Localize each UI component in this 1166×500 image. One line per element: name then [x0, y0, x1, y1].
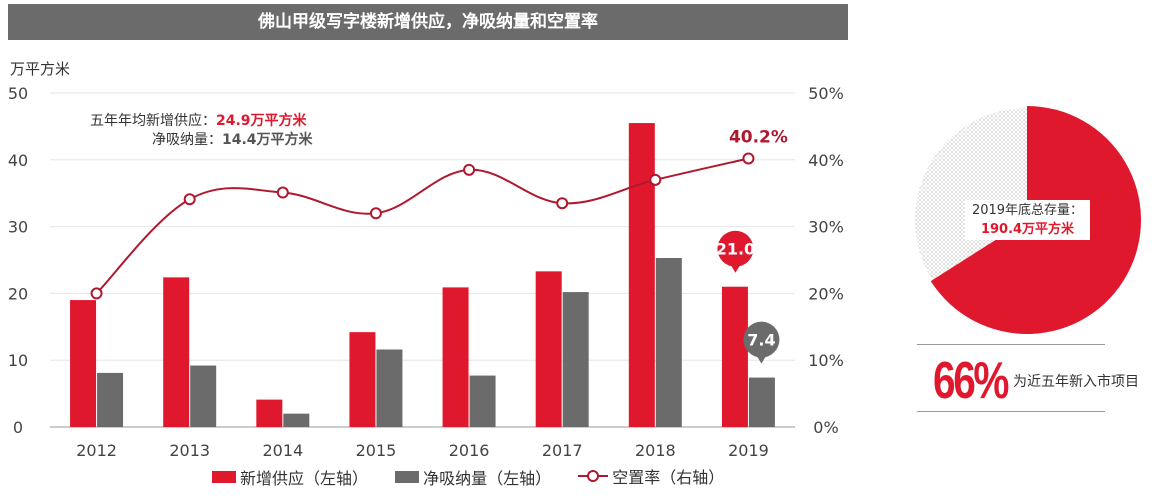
callout-value: 21.0 [716, 240, 755, 259]
x-tick-label: 2012 [76, 441, 117, 460]
absorption-bar [97, 372, 124, 427]
left-tick-label: 30 [8, 218, 28, 237]
legend-vacancy-label: 空置率（右轴） [612, 468, 725, 487]
callout-pointer [755, 353, 768, 364]
avg-supply-label: 五年年均新增供应： [90, 113, 216, 129]
legend-absorption: 净吸纳量（左轴） [395, 465, 551, 489]
x-tick-label: 2019 [728, 441, 769, 460]
share-percent: 66% [933, 352, 1010, 410]
net-absorption-value: 14.4万平方米 [222, 132, 313, 148]
vacancy-callout: 40.2% [729, 127, 788, 147]
right-tick-label: 10% [808, 351, 844, 370]
x-tick-label: 2015 [356, 441, 397, 460]
absorption-bar [376, 349, 403, 427]
pie-label-text: 2019年底总存量： [971, 203, 1084, 218]
chart-title: 佛山甲级写字楼新增供应，净吸纳量和空置率 [8, 4, 848, 40]
supply-bar [349, 332, 376, 427]
left-axis-unit: 万平方米 [10, 60, 70, 78]
legend-vacancy: 空置率（右轴） [578, 464, 724, 488]
pie-label: 2019年底总存量： 190.4万平方米 [965, 200, 1090, 240]
new-project-share: 66% 为近五年新入市项目 [917, 344, 1139, 412]
avg-supply-stat: 五年年均新增供应：24.9万平方米 [90, 110, 307, 130]
right-tick-label: 20% [808, 284, 844, 303]
absorption-bar [748, 377, 775, 427]
x-tick-label: 2016 [449, 441, 490, 460]
left-tick-label: 50 [8, 84, 28, 103]
absorption-bar [655, 257, 682, 427]
supply-bar [721, 286, 748, 427]
net-absorption-stat: 净吸纳量：14.4万平方米 [152, 129, 313, 149]
legend-supply-swatch [212, 471, 236, 483]
right-tick-label: 40% [808, 151, 844, 170]
x-tick-label: 2014 [262, 441, 303, 460]
vacancy-point [649, 173, 662, 186]
vacancy-point [276, 186, 289, 199]
callout-value: 7.4 [747, 331, 775, 350]
supply-bar [442, 287, 469, 427]
right-tick-label: 50% [808, 84, 844, 103]
legend-vacancy-swatch [578, 470, 609, 482]
left-tick-label: 40 [8, 151, 28, 170]
absorption-bar [469, 375, 496, 427]
x-tick-label: 2013 [169, 441, 210, 460]
callout-pointer [729, 262, 742, 273]
right-tick-label: 0% [813, 418, 838, 437]
legend-absorption-label: 净吸纳量（左轴） [423, 469, 552, 488]
supply-bar [70, 300, 97, 427]
vacancy-point [90, 287, 103, 300]
supply-bar [163, 277, 190, 427]
legend-supply: 新增供应（左轴） [212, 465, 368, 489]
supply-bar [628, 123, 655, 427]
absorption-bar [283, 413, 310, 427]
callout-bubble [717, 230, 754, 267]
supply-bar [256, 399, 283, 427]
vacancy-point [556, 197, 569, 210]
supply-bar [535, 271, 562, 427]
avg-supply-value: 24.9万平方米 [216, 113, 307, 129]
left-tick-label: 0 [13, 418, 23, 437]
bar-line-chart: 0 10 20 30 40 50 0% 10% 20% 30% 40% 50% 万平方米 2012 2013… [8, 60, 844, 460]
legend-absorption-swatch [395, 471, 420, 483]
right-tick-label: 30% [808, 218, 844, 237]
vacancy-point [183, 193, 196, 206]
vacancy-point [742, 152, 755, 165]
x-tick-label: 2017 [542, 441, 583, 460]
x-tick-label: 2018 [635, 441, 676, 460]
legend-supply-label: 新增供应（左轴） [240, 469, 369, 488]
supply-callout: 21.0 [716, 230, 755, 273]
absorption-bar [562, 292, 589, 427]
chart-legend: 新增供应（左轴） 净吸纳量（左轴） 空置率（右轴） [212, 464, 746, 489]
left-tick-label: 20 [8, 284, 28, 303]
callout-bubble [743, 321, 780, 358]
absorption-bar [190, 365, 217, 427]
pie-label-value: 190.4万平方米 [980, 222, 1075, 237]
share-description: 为近五年新入市项目 [1013, 374, 1139, 390]
net-absorption-label: 净吸纳量： [152, 132, 222, 148]
absorption-callout: 7.4 [743, 321, 780, 364]
vacancy-point [369, 207, 382, 220]
vacancy-point [463, 163, 476, 176]
left-tick-label: 10 [8, 351, 28, 370]
